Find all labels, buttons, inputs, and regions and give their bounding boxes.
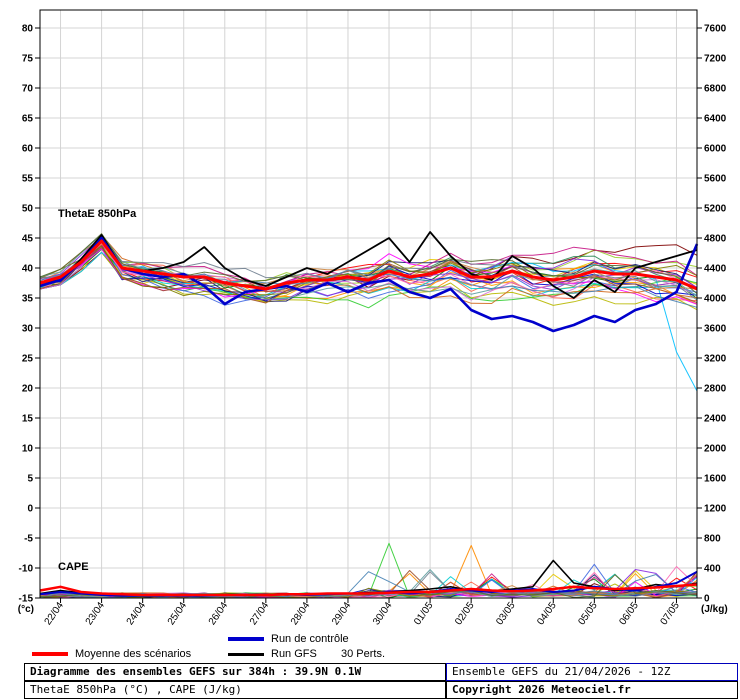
svg-text:-5: -5	[24, 534, 33, 545]
legend-control: Run de contrôle	[228, 633, 349, 645]
svg-text:2800: 2800	[704, 384, 727, 395]
svg-text:4800: 4800	[704, 234, 727, 245]
svg-text:4400: 4400	[704, 264, 727, 275]
svg-text:800: 800	[704, 534, 721, 545]
svg-text:03/05: 03/05	[494, 600, 518, 627]
svg-text:6400: 6400	[704, 114, 727, 125]
svg-text:3200: 3200	[704, 354, 727, 365]
svg-text:4000: 4000	[704, 294, 727, 305]
cape-annotation: CAPE	[58, 561, 89, 573]
svg-text:40: 40	[22, 264, 34, 275]
svg-text:3600: 3600	[704, 324, 727, 335]
svg-text:2400: 2400	[704, 414, 727, 425]
grid	[40, 10, 697, 599]
svg-text:0: 0	[27, 504, 33, 515]
svg-text:26/04: 26/04	[207, 600, 231, 627]
cape-member-lines	[39, 542, 698, 599]
run-info: Ensemble GEFS du 21/04/2026 - 12Z	[446, 663, 738, 681]
svg-text:5600: 5600	[704, 174, 727, 185]
svg-text:01/05: 01/05	[412, 600, 436, 627]
svg-text:10: 10	[22, 444, 34, 455]
diagram-subtitle: ThetaE 850hPa (°C) , CAPE (J/kg)	[24, 681, 446, 699]
svg-text:6000: 6000	[704, 144, 727, 155]
thetae-member-lines	[39, 233, 698, 392]
ensemble-spaghetti-chart: 80757065605550454035302520151050-5-10-15…	[18, 9, 728, 627]
gfs-line-swatch	[228, 652, 264, 656]
copyright: Copyright 2026 Meteociel.fr	[446, 681, 738, 699]
svg-text:65: 65	[22, 114, 34, 125]
svg-text:55: 55	[22, 174, 34, 185]
legend-mean-label: Moyenne des scénarios	[75, 648, 192, 660]
svg-text:75: 75	[22, 54, 34, 65]
control-line-swatch	[228, 637, 264, 642]
svg-text:1600: 1600	[704, 474, 727, 485]
svg-text:-10: -10	[19, 564, 34, 575]
svg-text:6800: 6800	[704, 84, 727, 95]
svg-text:2000: 2000	[704, 444, 727, 455]
svg-text:22/04: 22/04	[43, 600, 67, 627]
svg-text:06/05: 06/05	[617, 600, 641, 627]
svg-text:04/05: 04/05	[535, 600, 559, 627]
svg-text:25: 25	[22, 354, 34, 365]
chart-footer: Diagramme des ensembles GEFS sur 384h : …	[0, 663, 740, 700]
svg-text:02/05: 02/05	[453, 600, 477, 627]
svg-text:(J/kg): (J/kg)	[701, 604, 728, 615]
svg-text:7600: 7600	[704, 24, 727, 35]
svg-text:07/05: 07/05	[659, 600, 683, 627]
svg-text:400: 400	[704, 564, 721, 575]
svg-text:29/04: 29/04	[330, 600, 354, 627]
main-lines	[39, 231, 699, 597]
svg-text:15: 15	[22, 414, 34, 425]
svg-text:24/04: 24/04	[125, 600, 149, 627]
svg-text:30: 30	[22, 324, 34, 335]
legend-gfs-label: Run GFS	[271, 648, 317, 660]
svg-text:1200: 1200	[704, 504, 727, 515]
mean-line-swatch	[32, 652, 68, 657]
svg-text:28/04: 28/04	[289, 600, 313, 627]
svg-text:27/04: 27/04	[248, 600, 272, 627]
svg-text:23/04: 23/04	[84, 600, 108, 627]
svg-text:60: 60	[22, 144, 34, 155]
svg-text:30/04: 30/04	[371, 600, 395, 627]
svg-text:45: 45	[22, 234, 34, 245]
legend-gfs: Run GFS	[228, 648, 317, 660]
svg-text:50: 50	[22, 204, 34, 215]
footer-left: Diagramme des ensembles GEFS sur 384h : …	[24, 663, 446, 700]
svg-text:05/05: 05/05	[576, 600, 600, 627]
svg-text:25/04: 25/04	[166, 600, 190, 627]
svg-text:-15: -15	[19, 594, 34, 605]
legend-mean: Moyenne des scénarios	[32, 648, 191, 660]
svg-text:0: 0	[704, 594, 710, 605]
footer-right: Ensemble GEFS du 21/04/2026 - 12Z Copyri…	[446, 663, 738, 700]
legend-perts-label: 30 Perts.	[341, 648, 386, 660]
svg-text:5: 5	[27, 474, 33, 485]
annotations: ThetaE 850hPa CAPE	[58, 208, 137, 573]
chart-legend: Moyenne des scénarios Run de contrôle Ru…	[0, 630, 740, 662]
diagram-title: Diagramme des ensembles GEFS sur 384h : …	[24, 663, 446, 681]
thetae-annotation: ThetaE 850hPa	[58, 208, 137, 220]
svg-text:20: 20	[22, 384, 34, 395]
svg-text:(°c): (°c)	[18, 604, 34, 615]
svg-text:80: 80	[22, 24, 34, 35]
svg-text:5200: 5200	[704, 204, 727, 215]
svg-text:70: 70	[22, 84, 34, 95]
svg-text:7200: 7200	[704, 54, 727, 65]
svg-text:35: 35	[22, 294, 34, 305]
legend-control-label: Run de contrôle	[271, 633, 349, 645]
